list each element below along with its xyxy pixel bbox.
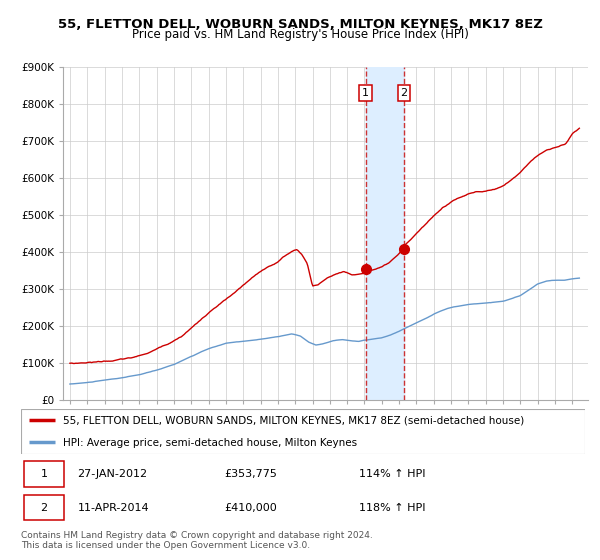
Text: 2: 2 bbox=[400, 88, 407, 98]
Text: 11-APR-2014: 11-APR-2014 bbox=[77, 502, 149, 512]
Text: Price paid vs. HM Land Registry's House Price Index (HPI): Price paid vs. HM Land Registry's House … bbox=[131, 28, 469, 41]
Text: £353,775: £353,775 bbox=[224, 469, 277, 479]
Text: 114% ↑ HPI: 114% ↑ HPI bbox=[359, 469, 426, 479]
Text: 118% ↑ HPI: 118% ↑ HPI bbox=[359, 502, 426, 512]
Text: 2: 2 bbox=[41, 502, 47, 512]
Text: Contains HM Land Registry data © Crown copyright and database right 2024.
This d: Contains HM Land Registry data © Crown c… bbox=[21, 531, 373, 550]
Text: £410,000: £410,000 bbox=[224, 502, 277, 512]
Text: HPI: Average price, semi-detached house, Milton Keynes: HPI: Average price, semi-detached house,… bbox=[64, 438, 358, 448]
Text: 55, FLETTON DELL, WOBURN SANDS, MILTON KEYNES, MK17 8EZ: 55, FLETTON DELL, WOBURN SANDS, MILTON K… bbox=[58, 18, 542, 31]
Text: 1: 1 bbox=[362, 88, 369, 98]
Bar bbox=[24, 495, 64, 520]
Bar bbox=[365, 67, 404, 400]
Bar bbox=[24, 461, 64, 487]
Text: 27-JAN-2012: 27-JAN-2012 bbox=[77, 469, 148, 479]
Text: 55, FLETTON DELL, WOBURN SANDS, MILTON KEYNES, MK17 8EZ (semi-detached house): 55, FLETTON DELL, WOBURN SANDS, MILTON K… bbox=[64, 416, 524, 426]
Text: 1: 1 bbox=[41, 469, 47, 479]
